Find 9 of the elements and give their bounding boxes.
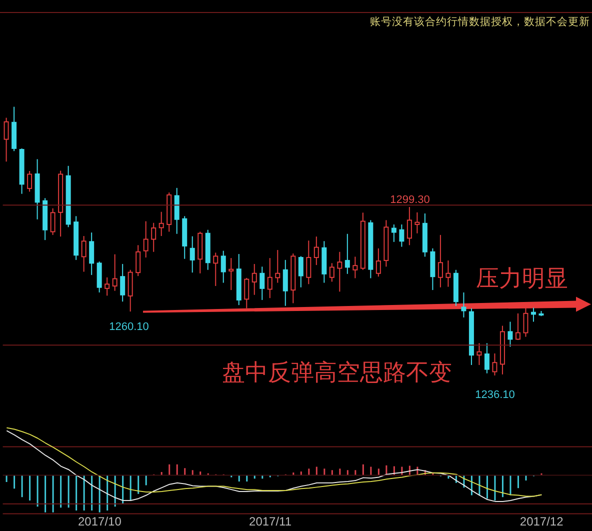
annotation: 盘中反弹高空思路不变 xyxy=(222,360,452,386)
text: 账号没有该合约行情数据授权，数据不会更新 xyxy=(370,15,590,28)
annotation: 压力明显 xyxy=(476,266,568,292)
text: 1236.10 xyxy=(475,389,515,401)
annotation: 1260.10 xyxy=(109,321,149,333)
annotation: 1299.30 xyxy=(390,194,430,206)
x-tick-label: 2017/11 xyxy=(249,514,292,528)
x-tick-label: 2017/12 xyxy=(520,514,564,528)
x-tick-label: 2017/10 xyxy=(78,514,122,528)
